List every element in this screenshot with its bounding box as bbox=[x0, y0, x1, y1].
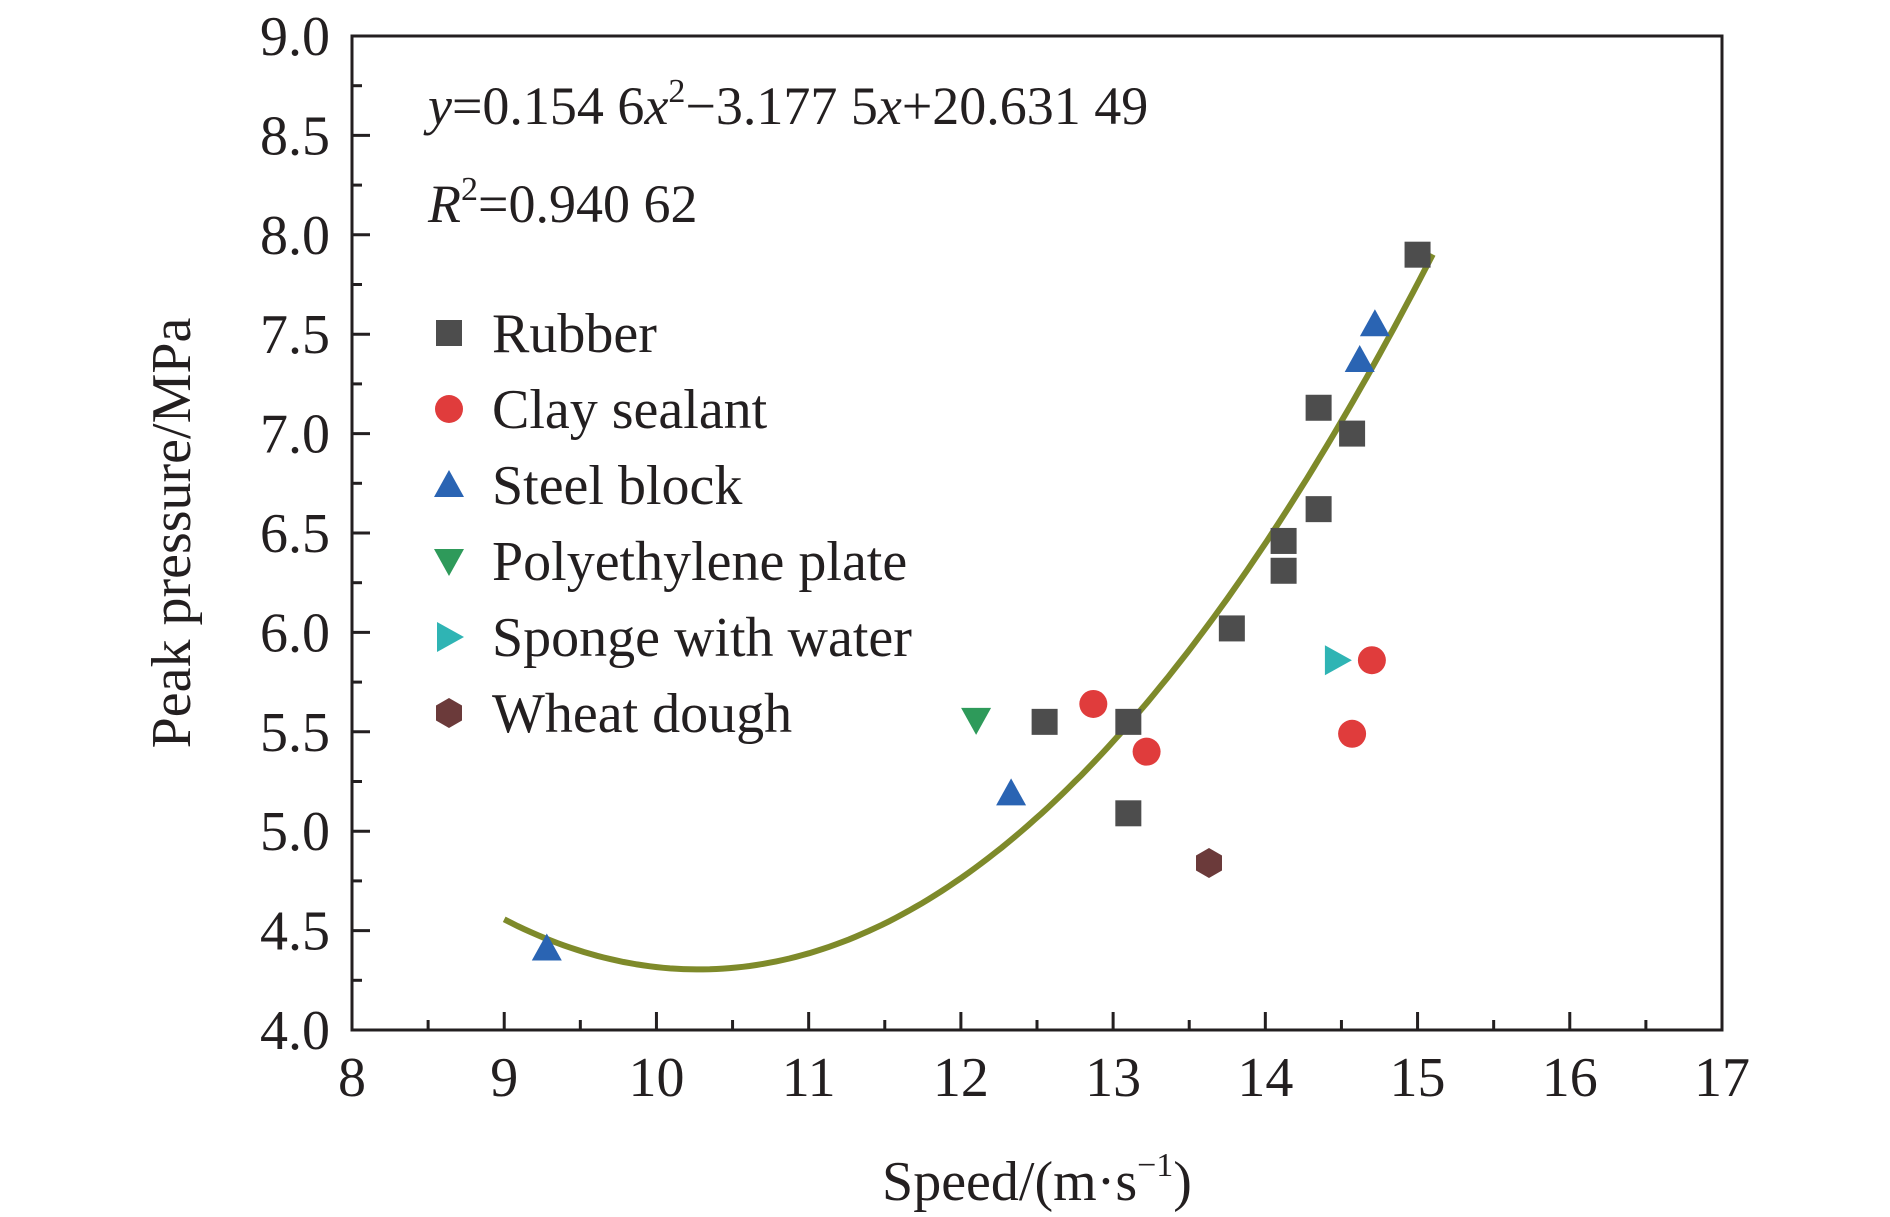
data-point bbox=[1132, 737, 1161, 766]
x-axis-title-main: Speed/(m·s bbox=[882, 1151, 1137, 1213]
legend-label: Clay sealant bbox=[492, 379, 768, 441]
fit-curve bbox=[502, 253, 1436, 973]
y-tick-label: 4.0 bbox=[260, 1000, 330, 1062]
y-tick-label: 8.0 bbox=[260, 205, 330, 267]
y-tick-label: 6.0 bbox=[260, 602, 330, 664]
data-point bbox=[1196, 848, 1222, 878]
y-tick-label: 6.5 bbox=[260, 503, 330, 565]
data-point bbox=[1115, 800, 1142, 827]
data-point bbox=[1218, 615, 1245, 642]
r-symbol: R bbox=[427, 174, 461, 234]
legend-label: Steel block bbox=[492, 455, 742, 517]
data-point bbox=[1115, 708, 1142, 735]
legend-marker bbox=[436, 320, 462, 346]
data-point bbox=[1031, 708, 1058, 735]
y-tick-label: 7.5 bbox=[260, 304, 330, 366]
eq-c: +20.631 49 bbox=[902, 76, 1148, 136]
data-points-layer bbox=[531, 241, 1431, 961]
legend-marker bbox=[436, 698, 462, 728]
y-axis-title: Peak pressure/MPa bbox=[141, 317, 203, 748]
legend-label: Sponge with water bbox=[492, 607, 912, 669]
data-point bbox=[1324, 645, 1352, 676]
data-point bbox=[531, 933, 562, 961]
eq-b: −3.177 5 bbox=[685, 76, 877, 136]
eq-superscript: 2 bbox=[668, 73, 685, 110]
x-tick-label: 11 bbox=[782, 1047, 836, 1109]
y-tick-label: 5.0 bbox=[260, 801, 330, 863]
data-point bbox=[1270, 557, 1297, 584]
legend-marker bbox=[435, 395, 463, 423]
y-tick-label: 8.5 bbox=[260, 105, 330, 167]
eq-y: y bbox=[423, 76, 452, 136]
r-superscript: 2 bbox=[461, 171, 478, 208]
legend-marker bbox=[437, 622, 464, 652]
x-tick-label: 12 bbox=[933, 1047, 989, 1109]
legend-label: Polyethylene plate bbox=[492, 531, 907, 593]
data-point bbox=[1305, 496, 1332, 523]
x-tick-label: 15 bbox=[1390, 1047, 1446, 1109]
legend-marker bbox=[434, 470, 464, 497]
x-axis-title: Speed/(m·s−1) bbox=[882, 1147, 1192, 1213]
data-point bbox=[1079, 689, 1108, 718]
r-squared: R2=0.940 62 bbox=[427, 171, 697, 234]
x-axis-title-superscript: −1 bbox=[1137, 1147, 1173, 1184]
legend-label: Rubber bbox=[492, 303, 657, 365]
x-tick-label: 17 bbox=[1694, 1047, 1750, 1109]
fit-curve-layer bbox=[502, 253, 1436, 973]
x-tick-label: 14 bbox=[1237, 1047, 1293, 1109]
x-tick-label: 16 bbox=[1542, 1047, 1598, 1109]
data-point bbox=[1305, 394, 1332, 421]
y-tick-label: 5.5 bbox=[260, 702, 330, 764]
x-tick-label: 9 bbox=[490, 1047, 518, 1109]
data-point bbox=[1344, 345, 1375, 372]
legend-marker bbox=[434, 549, 464, 576]
data-point bbox=[996, 778, 1027, 806]
data-point bbox=[1339, 420, 1366, 447]
y-tick-label: 9.0 bbox=[260, 6, 330, 68]
r-value: =0.940 62 bbox=[478, 174, 697, 234]
y-tick-label: 7.0 bbox=[260, 404, 330, 466]
legend: Rubber Clay sealant Steel block Polyethylen… bbox=[434, 303, 912, 745]
x-tick-label: 10 bbox=[628, 1047, 684, 1109]
eq-x1: x bbox=[643, 76, 668, 136]
eq-a: =0.154 6 bbox=[452, 76, 644, 136]
data-point bbox=[1270, 527, 1297, 554]
x-tick-label: 8 bbox=[338, 1047, 366, 1109]
data-point bbox=[961, 707, 992, 735]
data-point bbox=[1404, 241, 1431, 268]
eq-x2: x bbox=[877, 76, 902, 136]
x-axis-title-close: ) bbox=[1173, 1151, 1192, 1213]
axis-ticks-layer: 8 9 10 11 12 13 14 15 16 17 4.0 4.5 5.0 5.5 6.0 6.5 7.0 7… bbox=[260, 6, 1750, 1109]
data-point bbox=[1357, 646, 1386, 675]
y-tick-label: 4.5 bbox=[260, 901, 330, 963]
data-point bbox=[1338, 719, 1367, 748]
data-point bbox=[1359, 309, 1390, 337]
legend-label: Wheat dough bbox=[492, 683, 792, 745]
fit-equation: y=0.154 6x2−3.177 5x+20.631 49 bbox=[423, 73, 1148, 136]
x-tick-label: 13 bbox=[1085, 1047, 1141, 1109]
